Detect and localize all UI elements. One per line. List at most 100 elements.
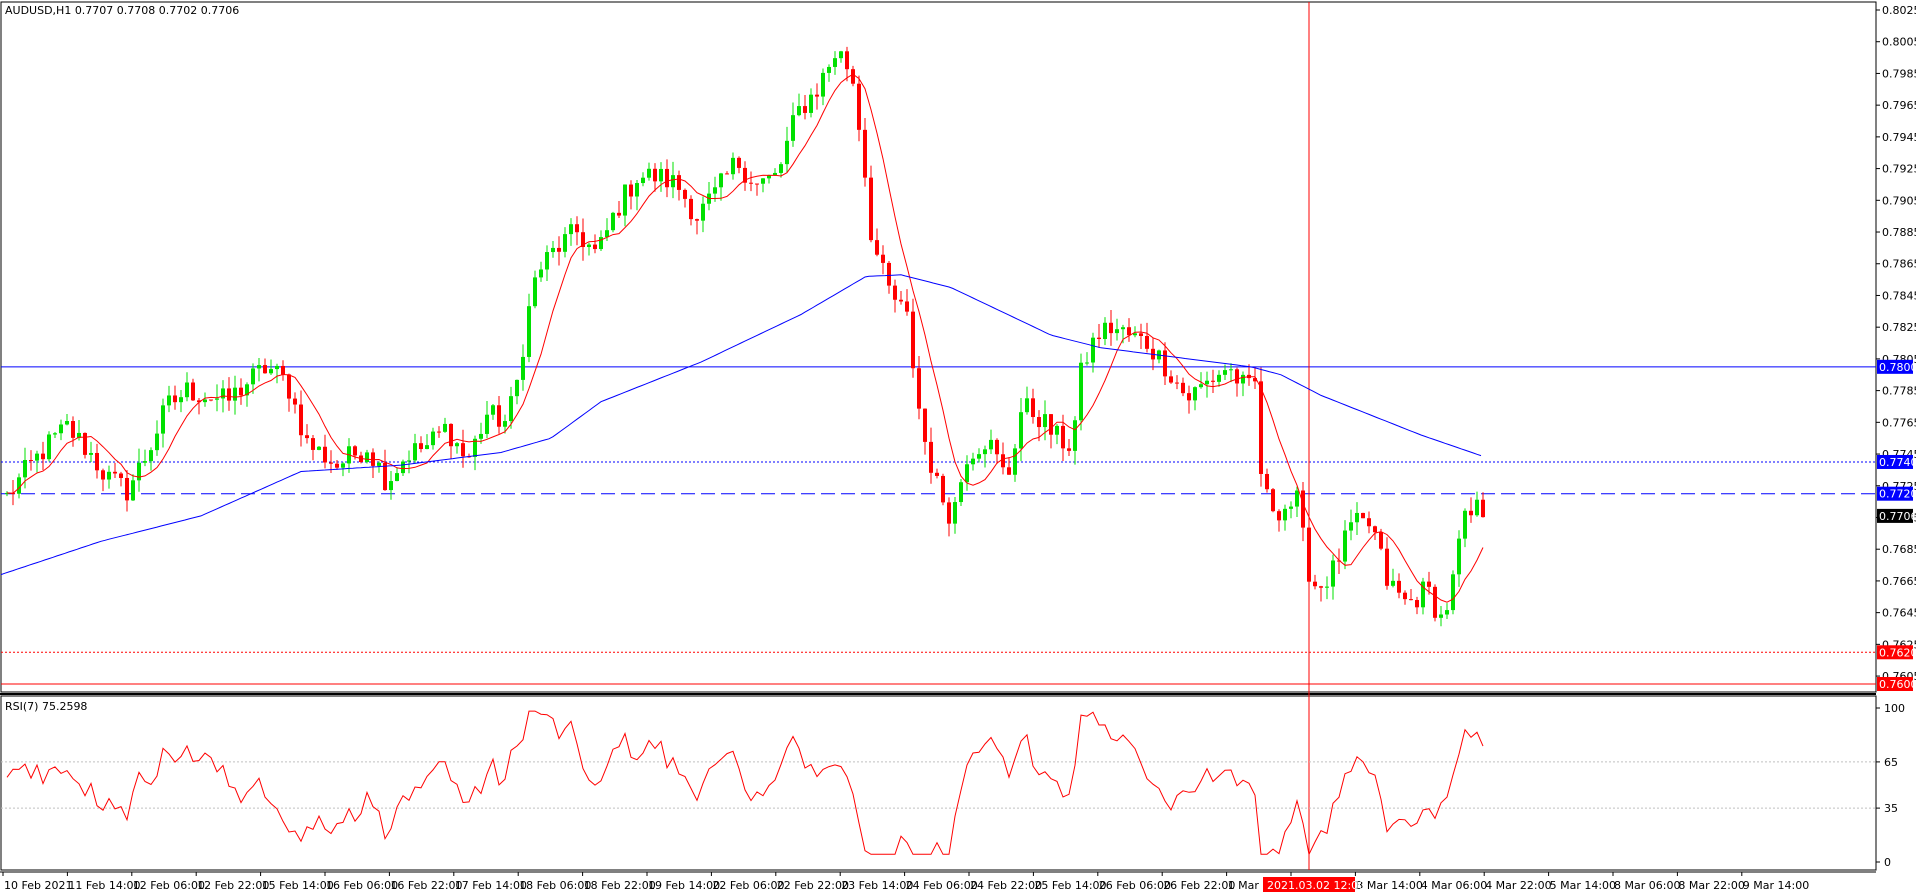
- candle-body: [1049, 414, 1053, 435]
- time-tick-label: 9 Mar 14:00: [1743, 879, 1809, 892]
- candle-body: [167, 395, 171, 406]
- candle-body: [251, 368, 255, 385]
- candle-body: [287, 374, 291, 399]
- candle-body: [1211, 380, 1215, 382]
- candle-body: [953, 502, 957, 524]
- candle-body: [245, 384, 249, 396]
- candle-body: [629, 184, 633, 197]
- price-tick-label: 0.7865: [1882, 258, 1916, 271]
- candle-body: [1103, 322, 1107, 339]
- candle-body: [1337, 560, 1341, 562]
- candle-body: [413, 443, 417, 461]
- candle-body: [1307, 527, 1311, 582]
- candle-body: [1253, 378, 1257, 382]
- candle-body: [1097, 337, 1101, 339]
- candle-body: [875, 240, 879, 255]
- candle-body: [263, 365, 267, 374]
- candle-body: [1217, 374, 1221, 382]
- candle-body: [1421, 581, 1425, 608]
- candle-body: [551, 247, 555, 253]
- level-tag-4-bg: [1877, 677, 1913, 691]
- candle-body: [203, 399, 207, 403]
- time-tick-label: 10 Feb 2021: [4, 879, 72, 892]
- candle-body: [17, 477, 21, 494]
- candle-body: [227, 388, 231, 401]
- level-tag-1-bg: [1877, 454, 1913, 469]
- candle-body: [1469, 510, 1473, 516]
- price-tick-label: 0.7965: [1882, 99, 1916, 112]
- candle-body: [743, 167, 747, 183]
- candle-body: [431, 431, 435, 446]
- level-lines: [1, 366, 1876, 685]
- candle-body: [923, 408, 927, 442]
- candle-body: [275, 365, 279, 370]
- rsi-pane: RSI(7) 75.2598 100 65 35 0: [1, 700, 1905, 869]
- candle-body: [473, 438, 477, 457]
- candle-body: [1043, 414, 1047, 428]
- candle-body: [1145, 335, 1149, 349]
- candle-body: [941, 475, 945, 503]
- time-tick-label: 15 Feb 14:00: [262, 879, 334, 892]
- candle-body: [407, 460, 411, 462]
- crosshair-time-text: 2021.03.02 12:00: [1267, 879, 1365, 892]
- symbol-header: AUDUSD,H1 0.7707 0.7708 0.7702 0.7706: [5, 4, 239, 17]
- candle-body: [221, 388, 225, 399]
- candle-body: [1109, 322, 1113, 334]
- candle-body: [731, 157, 735, 175]
- candle-body: [647, 168, 651, 178]
- candle-body: [59, 424, 63, 434]
- price-tick-label: 0.7765: [1882, 416, 1916, 429]
- candle-body: [797, 106, 801, 116]
- time-tick-label: 25 Feb 14:00: [1034, 879, 1106, 892]
- time-tick-label: 19 Feb 14:00: [648, 879, 720, 892]
- candle-body: [815, 94, 819, 97]
- candle-body: [1355, 512, 1359, 523]
- time-tick-label: 24 Feb 22:00: [970, 879, 1042, 892]
- candle-body: [1091, 337, 1095, 363]
- candle-body: [515, 379, 519, 397]
- candle-body: [365, 452, 369, 463]
- candle-body: [1349, 522, 1353, 531]
- candle-body: [809, 94, 813, 113]
- candle-body: [791, 115, 795, 141]
- candle-body: [1199, 384, 1203, 388]
- level-tag-2-bg: [1877, 486, 1913, 501]
- candle-body: [569, 224, 573, 235]
- candle-body: [1295, 490, 1299, 507]
- candle-body: [89, 452, 93, 455]
- crosshair-time-bg: [1263, 877, 1355, 892]
- time-tick-label: 3 Mar 14:00: [1356, 879, 1422, 892]
- candle-body: [209, 399, 213, 401]
- candle-body: [905, 301, 909, 312]
- price-tick-label: 0.7905: [1882, 194, 1916, 207]
- candle-body: [161, 405, 165, 434]
- candle-body: [1181, 382, 1185, 394]
- rsi-tick-label: 35: [1884, 802, 1898, 815]
- candle-body: [1115, 329, 1119, 334]
- candle-body: [1127, 327, 1131, 336]
- candle-body: [1193, 387, 1197, 401]
- candle-body: [1457, 538, 1461, 575]
- candle-body: [143, 461, 147, 463]
- price-tick-label: 0.8025: [1882, 4, 1916, 17]
- level-tag-1: 0.7740: [1877, 454, 1916, 469]
- candle-body: [491, 405, 495, 415]
- candle-body: [827, 66, 831, 73]
- level-tag-3-bg: [1877, 645, 1913, 660]
- candle-body: [509, 396, 513, 422]
- candle-body: [917, 368, 921, 409]
- candle-body: [77, 432, 81, 438]
- candle-body: [965, 464, 969, 483]
- candle-body: [617, 212, 621, 216]
- candle-body: [305, 435, 309, 439]
- candle-body: [581, 232, 585, 248]
- candle-body: [155, 433, 159, 451]
- price-tick-label: 0.7945: [1882, 131, 1916, 144]
- candle-body: [1163, 350, 1167, 377]
- candle-body: [1031, 398, 1035, 418]
- candle-body: [65, 421, 69, 425]
- time-tick-label: 16 Feb 06:00: [326, 879, 398, 892]
